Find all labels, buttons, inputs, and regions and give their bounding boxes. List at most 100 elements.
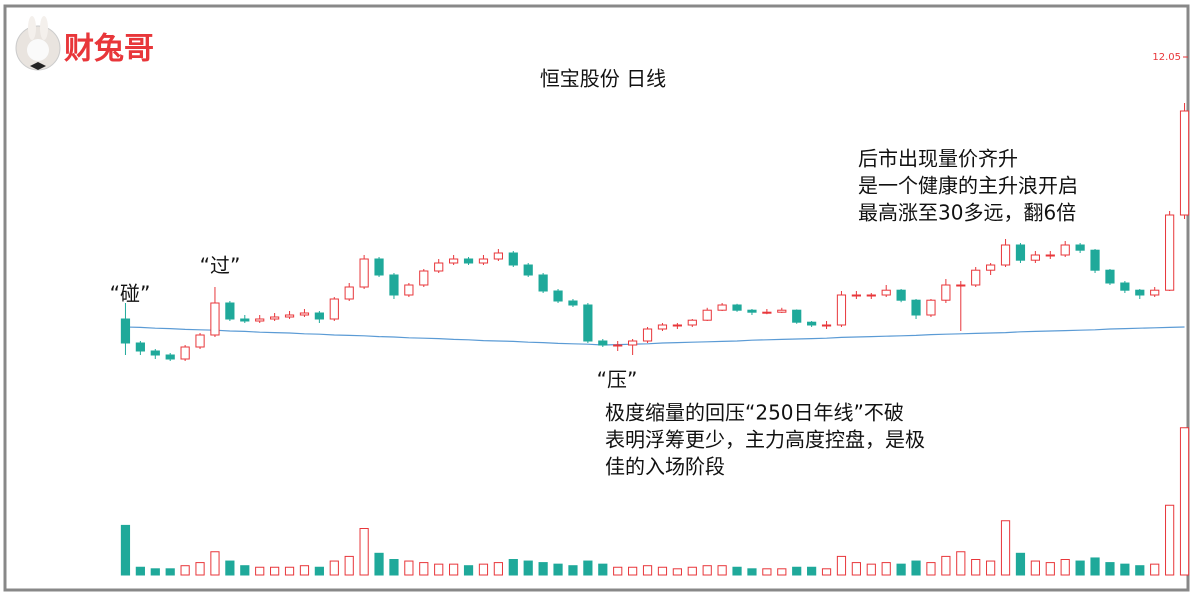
- volume-bar: [836, 555, 847, 576]
- volume-bar: [344, 555, 354, 576]
- candle-body: [374, 258, 384, 276]
- candle-body: [702, 309, 712, 321]
- volume-bar: [851, 562, 861, 576]
- volume-bar: [270, 566, 280, 576]
- volume-bar: [299, 565, 310, 576]
- volume-bar: [553, 563, 563, 576]
- candle-body: [851, 294, 861, 297]
- volume-bar: [687, 566, 697, 576]
- volume-bar: [1105, 562, 1115, 576]
- volume-bar: [762, 568, 772, 576]
- candle-body: [135, 342, 145, 352]
- candle-body: [821, 324, 832, 327]
- candle-body: [1030, 254, 1040, 261]
- volume-bar: [523, 560, 533, 576]
- volume-bar: [702, 565, 712, 576]
- candle-body: [389, 274, 399, 296]
- volume-bar: [926, 562, 936, 576]
- volume-bar: [1090, 557, 1100, 576]
- volume-bar: [1150, 563, 1160, 576]
- candle-body: [195, 334, 205, 348]
- volume-bar: [1120, 563, 1130, 576]
- candle-body: [463, 258, 474, 264]
- candle-body: [1090, 249, 1100, 271]
- candle-body: [807, 321, 817, 326]
- candle-body: [642, 328, 653, 342]
- volume-bar: [821, 568, 832, 576]
- chart-title: 恒宝股份 日线: [540, 67, 666, 91]
- annotation: 最高涨至30多远，翻6倍: [858, 201, 1076, 225]
- candle-body: [284, 314, 295, 318]
- volume-bar: [434, 563, 444, 576]
- candle-body: [553, 290, 563, 302]
- annotation: 表明浮筹更少，主力高度控盘，是极: [605, 428, 925, 452]
- volume-bar: [613, 566, 623, 576]
- candle-body: [836, 294, 847, 326]
- volume-bar: [583, 560, 593, 576]
- volume-bar: [195, 562, 205, 576]
- candle-body: [1075, 244, 1085, 251]
- volume-bar: [941, 555, 951, 576]
- volume-bar: [717, 565, 727, 576]
- volume-bar: [449, 563, 459, 576]
- candle-body: [911, 299, 921, 316]
- logo-icon: [15, 16, 61, 71]
- candle-body: [478, 258, 489, 264]
- volume-bar: [538, 562, 548, 576]
- volume-bar: [478, 563, 489, 576]
- candle-body: [926, 299, 936, 316]
- volume-bar: [329, 560, 339, 576]
- volume-bar: [956, 551, 966, 576]
- volume-bar: [971, 559, 981, 576]
- volume-bar: [284, 566, 295, 576]
- volume-bar: [150, 568, 160, 576]
- candle-body: [687, 319, 697, 326]
- annotation: “压”: [597, 368, 638, 392]
- annotation: 极度缩量的回压“250日年线”不破: [605, 401, 904, 425]
- volume-bar: [598, 563, 608, 576]
- volume-bar: [807, 566, 817, 576]
- frame: [3, 4, 1190, 592]
- volume-bar: [1060, 559, 1070, 576]
- annotation: “碰”: [110, 282, 151, 306]
- volume-bar: [1030, 560, 1040, 576]
- candle-body: [941, 284, 951, 301]
- candle-body: [344, 286, 354, 300]
- volume-bar: [732, 566, 742, 576]
- volume-bar: [777, 568, 787, 576]
- candle-body: [1000, 244, 1011, 266]
- volume-bar: [747, 568, 757, 576]
- volume-bar: [389, 559, 399, 576]
- candle-body: [434, 262, 444, 272]
- candle-body: [762, 311, 772, 314]
- volume-bar: [180, 565, 190, 576]
- candle-body: [1045, 254, 1055, 257]
- candle-body: [896, 289, 906, 301]
- candle-body: [1135, 289, 1145, 296]
- candle-body: [583, 304, 593, 342]
- candle-body: [165, 354, 175, 360]
- candle-body: [598, 340, 608, 346]
- candle-body: [493, 252, 503, 260]
- candle-body: [956, 284, 966, 287]
- volume-bar: [135, 566, 145, 576]
- volume-bar: [1000, 520, 1011, 576]
- candle-body: [150, 350, 160, 356]
- volume-bar: [404, 560, 414, 576]
- candle-body: [180, 346, 190, 360]
- candle-body: [508, 252, 518, 266]
- candle-body: [329, 298, 339, 320]
- volume-bar: [1045, 562, 1055, 576]
- candle-body: [657, 324, 668, 330]
- annotation: 后市出现量价齐升: [858, 147, 1018, 171]
- volume-bar: [881, 562, 891, 576]
- annotation: 是一个健康的主升浪开启: [858, 174, 1078, 198]
- volume-bar: [240, 565, 250, 576]
- y-tick-label: 12.05: [1152, 52, 1181, 63]
- volume-bar: [911, 560, 921, 576]
- candle-body: [986, 264, 996, 271]
- volume-bar: [493, 562, 503, 576]
- volume-bar: [419, 562, 429, 576]
- logo-text: 财兔哥: [64, 32, 154, 67]
